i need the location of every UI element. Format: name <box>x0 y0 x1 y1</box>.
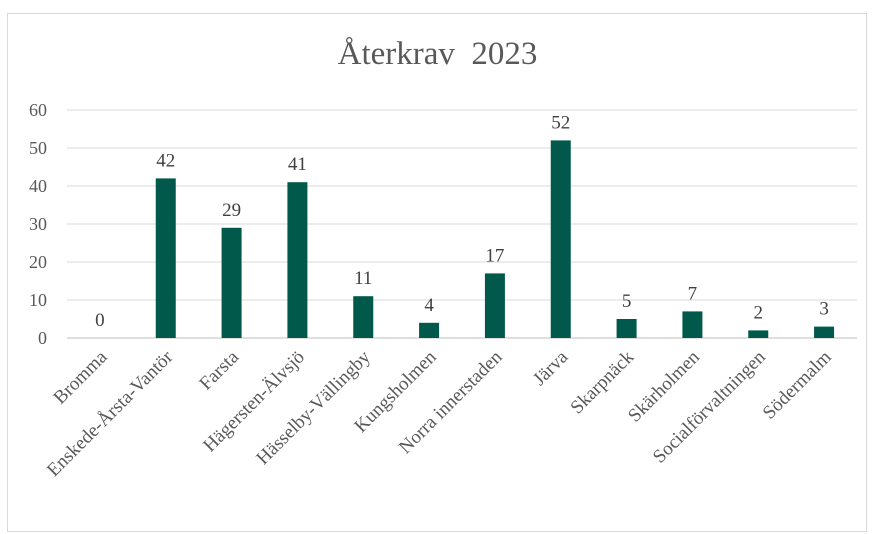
chart-title: Återkrav 2023 <box>337 36 538 72</box>
y-tick-label: 0 <box>38 328 47 348</box>
y-tick-label: 40 <box>29 176 47 196</box>
x-tick-label: Södermalm <box>759 347 836 424</box>
data-label: 41 <box>288 154 307 175</box>
bar <box>484 273 505 338</box>
x-tick-label: Bromma <box>50 346 112 408</box>
bar <box>550 140 571 338</box>
data-label: 42 <box>156 150 175 171</box>
bar <box>221 227 242 338</box>
data-label: 11 <box>354 268 372 289</box>
data-label: 17 <box>485 245 504 266</box>
bar <box>155 178 176 338</box>
x-tick-label: Hässelby-Vällingby <box>252 346 375 469</box>
data-label: 0 <box>95 310 105 331</box>
data-label: 5 <box>622 291 632 312</box>
data-label: 52 <box>551 112 570 133</box>
data-label: 7 <box>688 283 698 304</box>
y-tick-label: 60 <box>29 100 47 120</box>
bar <box>616 319 637 338</box>
bar <box>353 296 374 338</box>
x-tick-label: Socialförvaltningen <box>649 346 770 467</box>
x-tick-label: Farsta <box>195 346 243 394</box>
y-tick-label: 50 <box>29 138 47 158</box>
y-tick-label: 30 <box>29 214 47 234</box>
data-label: 4 <box>424 295 434 316</box>
bar <box>287 182 308 338</box>
data-label: 2 <box>754 302 764 323</box>
y-tick-label: 20 <box>29 252 47 272</box>
bar <box>682 311 703 338</box>
y-tick-label: 10 <box>29 290 47 310</box>
bar <box>748 330 769 338</box>
data-label: 3 <box>819 299 829 320</box>
data-label: 29 <box>222 200 241 221</box>
x-tick-label: Enskede-Årsta-Vantör <box>43 346 178 481</box>
bar <box>814 326 835 338</box>
chart-frame <box>7 13 867 532</box>
bar <box>419 322 440 338</box>
x-tick-label: Järva <box>529 346 573 390</box>
